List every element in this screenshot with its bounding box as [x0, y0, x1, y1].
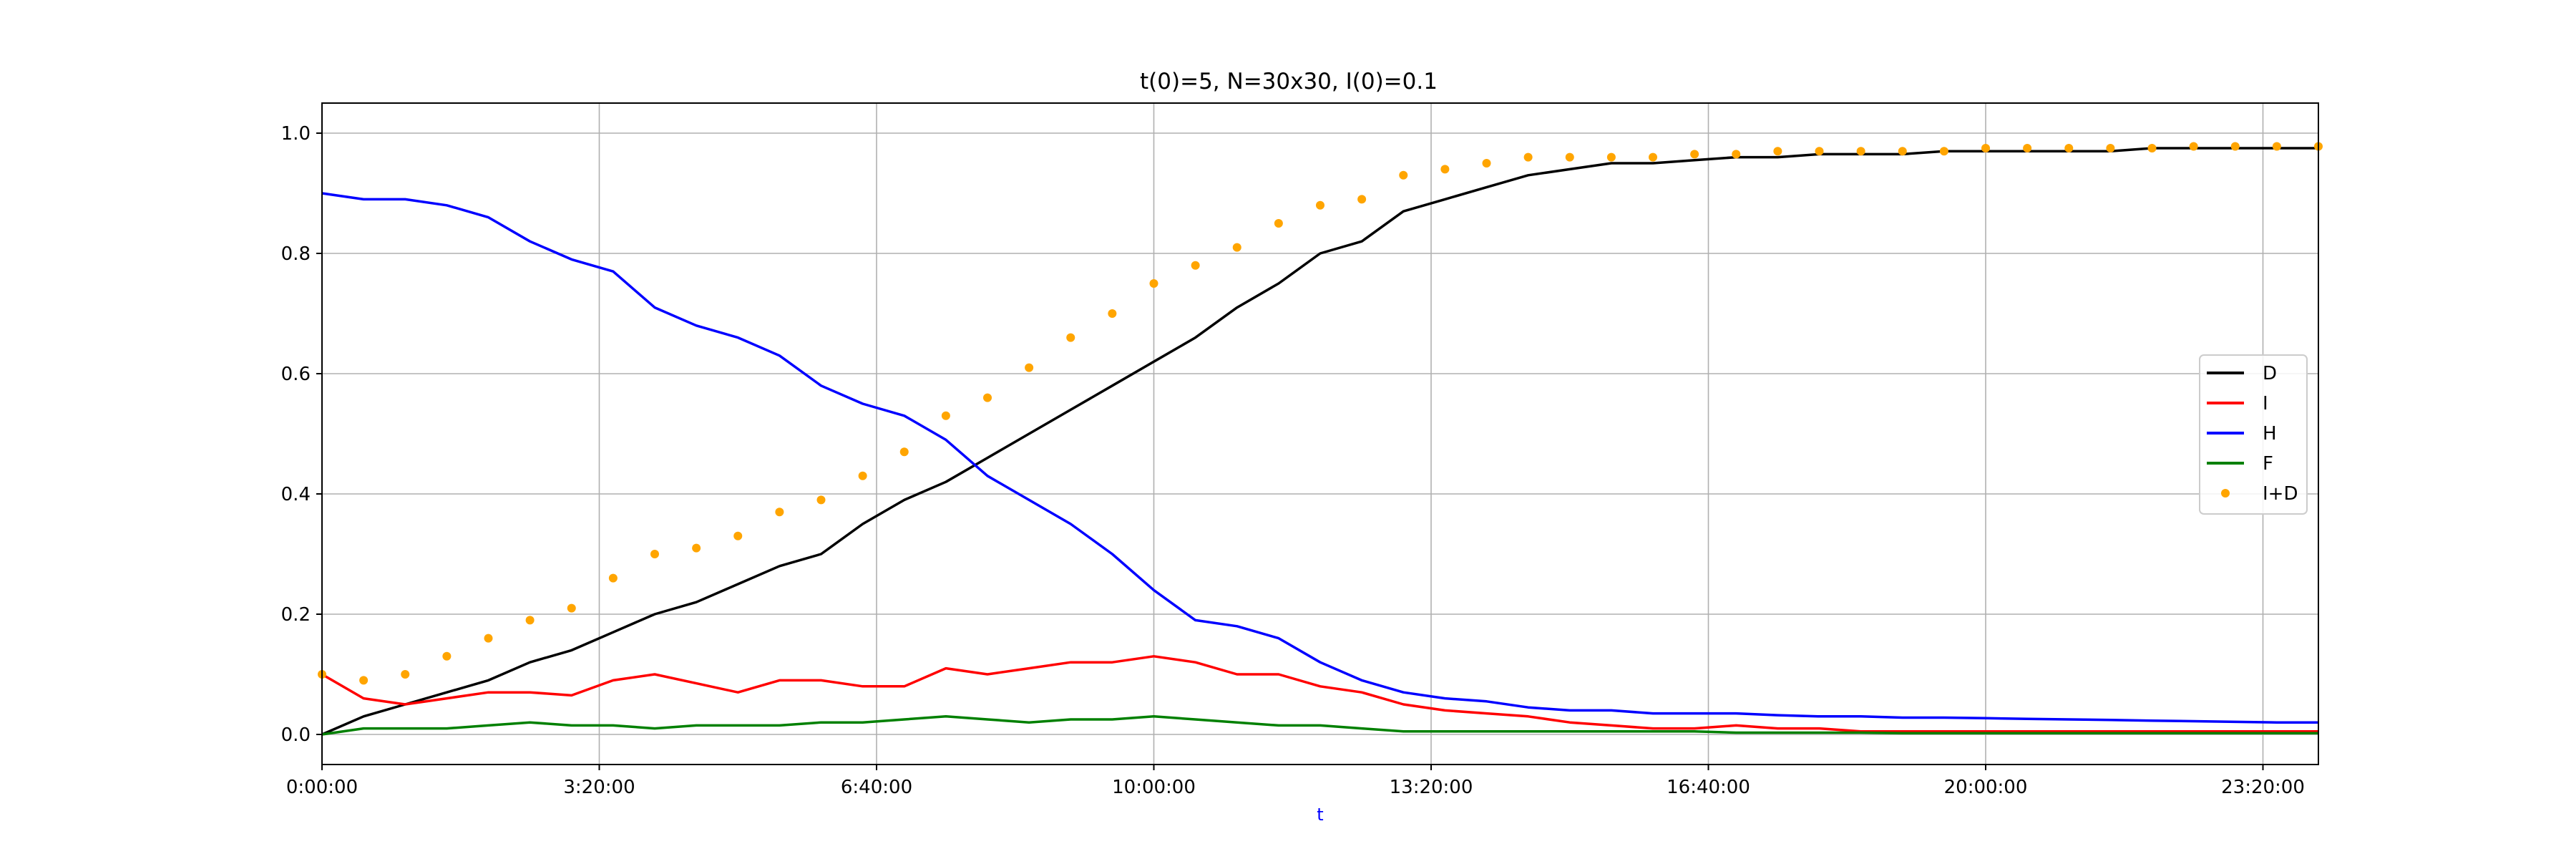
- x-tick-label: 6:40:00: [841, 777, 912, 798]
- legend-label-i-d: I+D: [2263, 483, 2298, 505]
- data-point: [1440, 165, 1450, 174]
- data-point: [1191, 261, 1200, 270]
- y-tick-label: 1.0: [281, 123, 311, 145]
- data-point: [1690, 150, 1699, 159]
- series-f-line: [321, 715, 2318, 736]
- x-tick-label: 20:00:00: [1944, 777, 2028, 798]
- legend-marker-i-d: [2221, 489, 2230, 498]
- legend-label-i: I: [2263, 393, 2268, 414]
- chart-title: t(0)=5, N=30x30, I(0)=0.1: [1140, 69, 1438, 94]
- data-point: [1815, 147, 1824, 156]
- axis-ticks: 0:00:00 3:20:00 6:40:00 10:00:00 13:20:00 16:…: [281, 123, 2305, 798]
- legend-label-f: F: [2263, 453, 2273, 475]
- x-tick-label: 13:20:00: [1390, 777, 1473, 798]
- series-layer: [318, 142, 2323, 736]
- plot-frame: [321, 102, 2319, 765]
- data-point: [1939, 147, 1948, 156]
- data-point: [1232, 243, 1241, 252]
- data-point: [2189, 142, 2198, 151]
- data-point: [2023, 144, 2032, 152]
- data-point: [1108, 309, 1117, 318]
- data-point: [608, 573, 618, 583]
- legend-label-d: D: [2263, 363, 2277, 384]
- data-point: [775, 508, 784, 517]
- data-point: [1856, 147, 1865, 156]
- y-tick-label: 0.2: [281, 604, 311, 626]
- x-tick-label: 0:00:00: [286, 777, 358, 798]
- x-tick-label: 10:00:00: [1112, 777, 1196, 798]
- data-point: [816, 495, 826, 505]
- data-point: [1066, 333, 1075, 342]
- data-point: [567, 603, 576, 613]
- data-point: [1357, 195, 1367, 204]
- y-tick-label: 0.8: [281, 243, 311, 265]
- data-point: [2147, 144, 2157, 152]
- data-point: [1399, 170, 1408, 180]
- data-point: [2272, 142, 2281, 151]
- data-point: [1523, 152, 1533, 162]
- x-tick-label: 3:20:00: [563, 777, 635, 798]
- data-point: [858, 471, 867, 480]
- data-point: [1898, 147, 1907, 156]
- series-i-d-points: [318, 142, 2323, 685]
- data-point: [941, 411, 950, 420]
- y-tick-label: 0.0: [281, 724, 311, 746]
- x-axis-label: t: [1317, 805, 1323, 825]
- data-point: [1773, 147, 1782, 156]
- data-point: [1981, 144, 1990, 152]
- data-point: [983, 393, 992, 402]
- data-point: [733, 531, 743, 540]
- data-point: [2230, 142, 2240, 151]
- data-point: [1025, 363, 1034, 372]
- data-point: [359, 676, 369, 685]
- data-point: [1649, 152, 1657, 162]
- data-point: [1316, 200, 1324, 210]
- data-point: [442, 651, 452, 661]
- data-point: [525, 616, 535, 625]
- data-point: [692, 543, 701, 553]
- data-point: [1732, 150, 1741, 159]
- series-h-line: [321, 192, 2318, 724]
- data-point: [650, 550, 659, 558]
- y-tick-label: 0.6: [281, 364, 311, 385]
- data-point: [401, 670, 410, 679]
- series-i-line: [321, 655, 2318, 733]
- data-point: [1606, 152, 1616, 162]
- data-point: [2106, 144, 2115, 152]
- legend-label-h: H: [2263, 423, 2277, 445]
- x-tick-label: 23:20:00: [2221, 777, 2305, 798]
- data-point: [1565, 152, 1574, 162]
- data-point: [484, 634, 493, 643]
- y-tick-label: 0.4: [281, 484, 311, 505]
- data-point: [1149, 279, 1158, 288]
- data-point: [1274, 219, 1283, 228]
- data-point: [899, 447, 909, 457]
- x-tick-label: 16:40:00: [1667, 777, 1750, 798]
- legend-box: [2199, 354, 2308, 515]
- data-point: [1482, 159, 1491, 168]
- data-point: [2064, 144, 2074, 152]
